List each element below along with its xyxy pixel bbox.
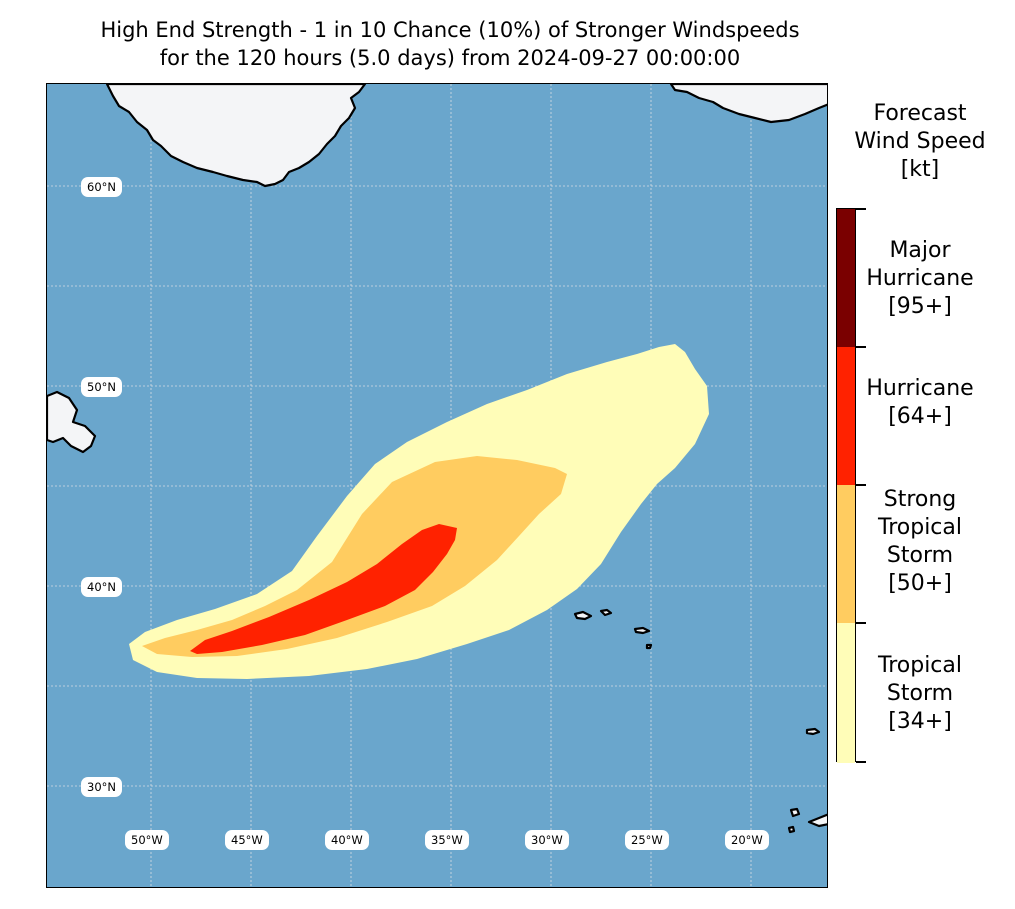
canary-island-2: [787, 825, 796, 834]
colorbar-tick: [856, 622, 866, 624]
colorbar: [836, 208, 856, 763]
colorbar-label-line: Major: [889, 238, 951, 263]
colorbar-tick: [856, 484, 866, 486]
lon-label-40w: 40°W: [325, 830, 369, 850]
azores-island-1: [573, 610, 593, 621]
colorbar-segment-major-hurricane: [837, 209, 855, 347]
lat-label-50n: 50°N: [81, 377, 122, 397]
colorbar-label-line: Tropical: [878, 653, 962, 678]
lat-label-30n: 30°N: [81, 777, 122, 797]
colorbar-title-line: [kt]: [900, 157, 940, 182]
colorbar-title-line: Forecast: [873, 101, 967, 126]
colorbar-tick: [856, 208, 866, 210]
colorbar-tick: [856, 761, 866, 763]
map-title-line1: High End Strength - 1 in 10 Chance (10%)…: [100, 18, 800, 42]
colorbar-label-line: Hurricane: [866, 376, 974, 401]
colorbar-label-line: Storm: [886, 681, 954, 706]
greenland-landmass: [105, 84, 367, 188]
lon-label-20w: 20°W: [725, 830, 769, 850]
lat-label-60n: 60°N: [81, 177, 122, 197]
swath-hurricane: [190, 524, 457, 654]
lat-label-40n: 40°N: [81, 577, 122, 597]
map-canvas: [47, 84, 827, 887]
colorbar-label-line: [95+]: [888, 294, 952, 319]
colorbar-segment-tropical-storm: [837, 623, 855, 763]
canary-island-3: [807, 813, 827, 828]
iceland-landmass: [669, 84, 827, 124]
azores-island-4: [645, 643, 653, 650]
colorbar-label-major-hurricane: Major Hurricane [95+]: [855, 237, 985, 321]
newfoundland-landmass: [47, 390, 97, 454]
colorbar-segment-strong-tropical-storm: [837, 485, 855, 623]
canary-island-1: [789, 807, 801, 818]
lon-label-35w: 35°W: [425, 830, 469, 850]
lon-label-50w: 50°W: [125, 830, 169, 850]
colorbar-label-line: Strong: [883, 487, 957, 512]
colorbar-label-line: [50+]: [888, 571, 952, 596]
colorbar-title-line: Wind Speed: [854, 129, 986, 154]
colorbar-label-line: Tropical: [878, 515, 962, 540]
lon-label-45w: 45°W: [225, 830, 269, 850]
colorbar-label-strong-tropical-storm: Strong Tropical Storm [50+]: [855, 486, 985, 598]
colorbar-label-line: Storm: [886, 543, 954, 568]
colorbar-label-line: [34+]: [888, 709, 952, 734]
lon-label-25w: 25°W: [625, 830, 669, 850]
colorbar-tick: [856, 346, 866, 348]
map-panel: 60°N 50°N 40°N 30°N 50°W 45°W 40°W 35°W …: [46, 83, 828, 888]
map-title-line2: for the 120 hours (5.0 days) from 2024-0…: [159, 46, 741, 70]
colorbar-label-line: [64+]: [888, 404, 952, 429]
azores-island-2: [599, 608, 613, 617]
swath-strong-tropical-storm: [142, 456, 567, 657]
colorbar-label-hurricane: Hurricane [64+]: [855, 375, 985, 431]
madeira-island: [805, 727, 821, 736]
colorbar-label-line: Hurricane: [866, 266, 974, 291]
colorbar-segment-hurricane: [837, 347, 855, 485]
colorbar-label-tropical-storm: Tropical Storm [34+]: [855, 652, 985, 736]
lon-label-30w: 30°W: [525, 830, 569, 850]
colorbar-title: Forecast Wind Speed [kt]: [840, 100, 1000, 184]
azores-island-3: [633, 626, 651, 635]
